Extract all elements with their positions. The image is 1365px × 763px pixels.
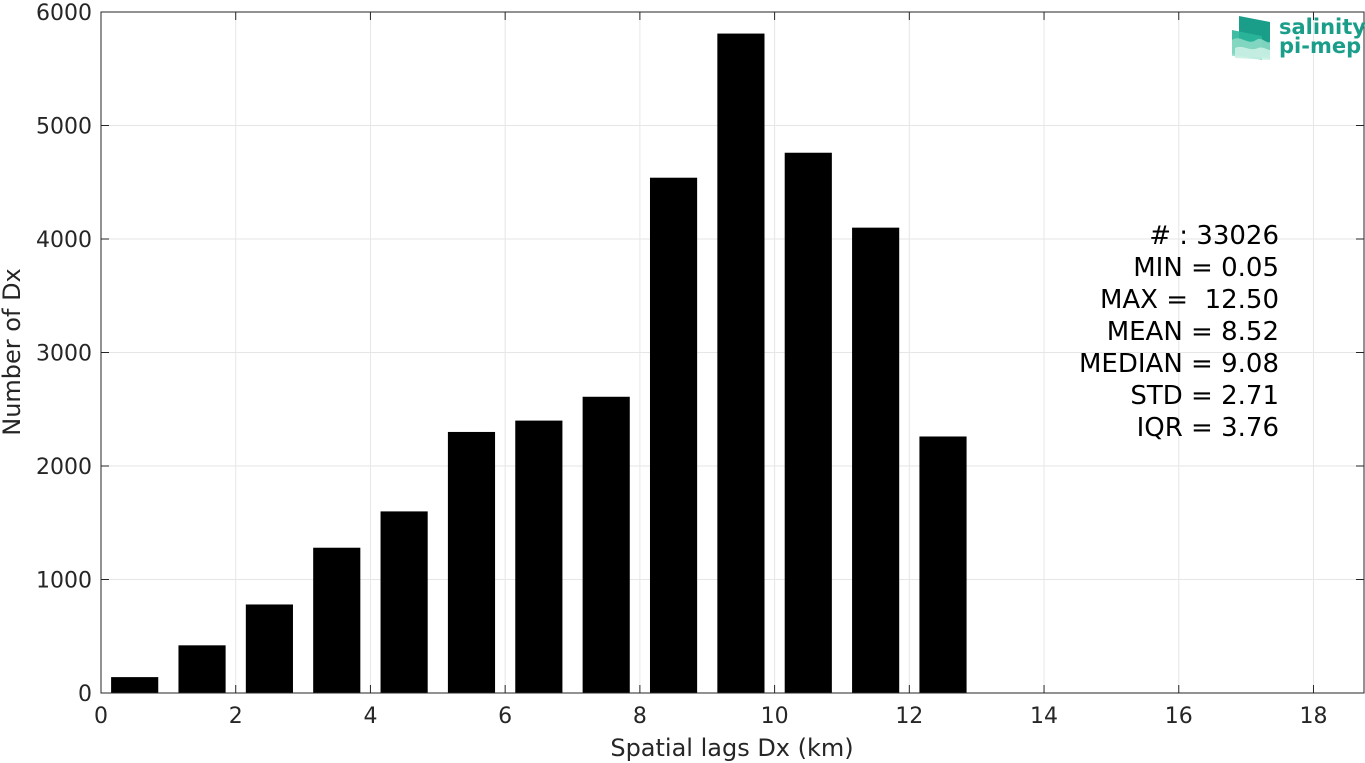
- bar: [447, 431, 496, 693]
- x-axis-label: Spatial lags Dx (km): [610, 734, 853, 762]
- bar: [178, 645, 226, 693]
- y-tick-label: 4000: [36, 228, 92, 253]
- stats-line: MIN = 0.05: [1133, 253, 1279, 283]
- stats-line: MEAN = 8.52: [1107, 317, 1279, 347]
- x-tick-label: 0: [94, 704, 108, 729]
- bar: [313, 547, 361, 693]
- bar: [515, 420, 563, 693]
- y-tick-label: 5000: [36, 115, 92, 140]
- x-tick-labels: 0 2 4 6 8 10 12 14 16 18: [94, 704, 1327, 729]
- bar: [245, 604, 293, 693]
- bar: [717, 33, 765, 693]
- logo-line1: salinity: [1279, 15, 1365, 39]
- y-tick-labels: 0 1000 2000 3000 4000 5000 6000: [36, 1, 92, 707]
- bar: [919, 436, 967, 693]
- x-tick-label: 12: [895, 704, 923, 729]
- x-tick-label: 16: [1165, 704, 1193, 729]
- x-tick-label: 18: [1299, 704, 1327, 729]
- y-axis-label: Number of Dx: [0, 268, 26, 435]
- x-tick-label: 4: [363, 704, 377, 729]
- y-tick-label: 6000: [36, 1, 92, 26]
- bar: [111, 677, 159, 693]
- x-tick-label: 14: [1030, 704, 1058, 729]
- stats-line: # : 33026: [1149, 221, 1279, 251]
- bar: [380, 511, 428, 693]
- stats-line: IQR = 3.76: [1137, 413, 1279, 443]
- y-tick-label: 3000: [36, 342, 92, 367]
- x-tick-label: 6: [498, 704, 512, 729]
- axes-frame: [100, 11, 1365, 694]
- stats-line: MEDIAN = 9.08: [1079, 349, 1279, 379]
- x-tick-label: 2: [229, 704, 243, 729]
- bar: [582, 396, 630, 693]
- bar: [784, 152, 832, 694]
- bar: [852, 227, 900, 693]
- stats-line: MAX = 12.50: [1100, 285, 1279, 315]
- bar: [649, 177, 698, 693]
- logo-line2: pi-mep: [1279, 34, 1361, 58]
- salinity-pi-mep-logo: salinity pi-mep: [1232, 15, 1365, 60]
- y-tick-label: 1000: [36, 569, 92, 594]
- y-tick-label: 0: [78, 682, 92, 707]
- stats-line: STD = 2.71: [1130, 381, 1279, 411]
- wave-logo-icon: [1232, 16, 1270, 60]
- x-tick-label: 10: [761, 704, 789, 729]
- x-tick-label: 8: [633, 704, 647, 729]
- y-tick-label: 2000: [36, 455, 92, 480]
- bars: [111, 33, 967, 694]
